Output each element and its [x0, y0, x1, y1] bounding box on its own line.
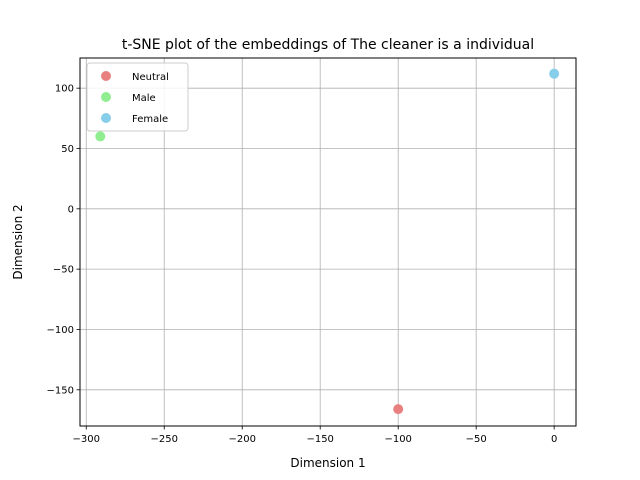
y-tick-label: 50 [61, 144, 74, 155]
data-point-male [95, 131, 106, 142]
plot-frame [79, 57, 577, 427]
legend-marker-female [101, 113, 111, 123]
x-tick-label: −300 [73, 434, 100, 445]
x-tick-label: −250 [150, 434, 177, 445]
legend-marker-male [101, 92, 111, 102]
y-axis-label: Dimension 2 [11, 204, 25, 279]
legend: Neutral Male Female [86, 62, 189, 132]
legend-label-female: Female [132, 114, 168, 125]
data-point-female [549, 68, 560, 79]
x-axis-ticks: −300 −250 −200 −150 −100 −50 0 [73, 426, 557, 445]
x-tick-label: −200 [228, 434, 255, 445]
grid-lines [80, 58, 576, 426]
legend-label-neutral: Neutral [132, 72, 169, 83]
data-point-neutral [393, 404, 404, 415]
y-tick-label: 0 [68, 204, 74, 215]
x-axis-label: Dimension 1 [290, 456, 365, 470]
y-tick-label: −100 [47, 325, 74, 336]
y-tick-label: −150 [47, 385, 74, 396]
data-points [95, 68, 560, 415]
legend-marker-neutral [101, 71, 111, 81]
x-tick-label: −150 [306, 434, 333, 445]
y-axis-ticks: −150 −100 −50 0 50 100 [47, 84, 80, 396]
y-tick-label: 100 [55, 84, 74, 95]
x-tick-label: −100 [384, 434, 411, 445]
legend-box [86, 62, 189, 132]
x-tick-label: 0 [551, 434, 557, 445]
legend-label-male: Male [132, 93, 156, 104]
y-tick-label: −50 [53, 265, 74, 276]
x-tick-label: −50 [466, 434, 487, 445]
chart-title: t-SNE plot of the embeddings of The clea… [122, 37, 534, 53]
